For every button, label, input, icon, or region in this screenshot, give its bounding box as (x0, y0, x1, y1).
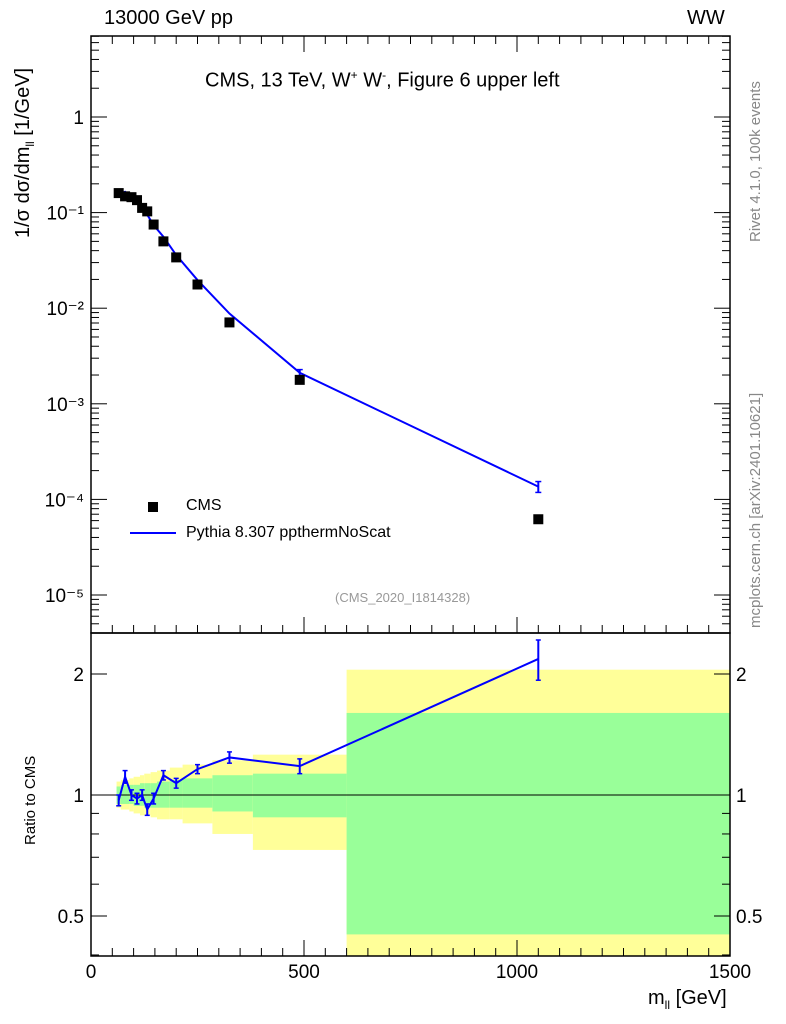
x-tick-label: 1000 (496, 962, 538, 983)
legend-cms-marker (148, 502, 158, 512)
legend-pythia-label: Pythia 8.307 ppthermNoScat (186, 524, 391, 541)
main-plot-series (113, 188, 544, 525)
chart-title: CMS, 13 TeV, W+ W-, Figure 6 upper left (205, 68, 560, 92)
legend-cms-label: CMS (186, 497, 222, 514)
main-plot-frame (90, 35, 731, 634)
stat-uncertainty-band (182, 778, 213, 808)
cms-data-point (142, 206, 153, 217)
cms-data-point (171, 252, 182, 263)
cms-data-point (148, 219, 159, 230)
cms-data-point (120, 191, 131, 202)
stat-uncertainty-band (169, 779, 183, 808)
cms-data-point (132, 195, 143, 206)
x-tick-label: 0 (86, 962, 97, 983)
legend-pythia-line (130, 532, 176, 534)
axis-tick-labels: 1 10⁻¹ 10⁻² 10⁻³ 10⁻⁴ 10⁻⁵ 0.5 0.5 1 1 2 2 0 500 1000 1… (45, 108, 763, 983)
cms-data-point (126, 192, 137, 203)
ratio-y-tick-label-right: 2 (736, 665, 747, 686)
main-y-tick-label: 10⁻³ (47, 395, 85, 416)
stat-uncertainty-band (120, 784, 130, 804)
ratio-uncertainty-bands (116, 669, 730, 956)
x-axis-title: mll [GeV] (648, 987, 727, 1012)
ratio-plot-series (116, 639, 541, 817)
x-tick-label: 500 (288, 962, 320, 983)
ratio-y-tick-label: 2 (73, 665, 84, 686)
stat-uncertainty-band (346, 712, 730, 935)
analysis-id: (CMS_2020_I1814328) (335, 590, 471, 605)
cms-data-point (224, 317, 235, 328)
beam-label: 13000 GeV pp (104, 7, 233, 29)
process-label: WW (687, 7, 725, 29)
cms-data-point (113, 188, 124, 199)
cms-data-point (533, 514, 544, 525)
x-tick-label: 1500 (709, 962, 751, 983)
main-y-tick-label: 1 (73, 108, 84, 129)
main-y-tick-label: 10⁻⁵ (45, 586, 84, 607)
ratio-y-tick-label: 1 (73, 786, 84, 807)
ratio-y-tick-label: 0.5 (58, 907, 84, 928)
stat-uncertainty-band (212, 775, 253, 812)
cms-data-point (294, 374, 305, 385)
main-y-tick-label: 10⁻¹ (47, 204, 85, 225)
main-y-tick-label: 10⁻⁴ (45, 490, 84, 511)
cms-data-point (192, 279, 203, 290)
ratio-y-tick-label-right: 0.5 (736, 907, 762, 928)
legend: CMS Pythia 8.307 ppthermNoScat (120, 495, 460, 545)
main-y-tick-label: 10⁻² (47, 299, 85, 320)
pythia-line (118, 190, 539, 488)
cms-data-point (137, 202, 148, 213)
ratio-y-tick-label-right: 1 (736, 786, 747, 807)
axis-ticks (90, 35, 731, 956)
cms-data-point (158, 236, 169, 247)
